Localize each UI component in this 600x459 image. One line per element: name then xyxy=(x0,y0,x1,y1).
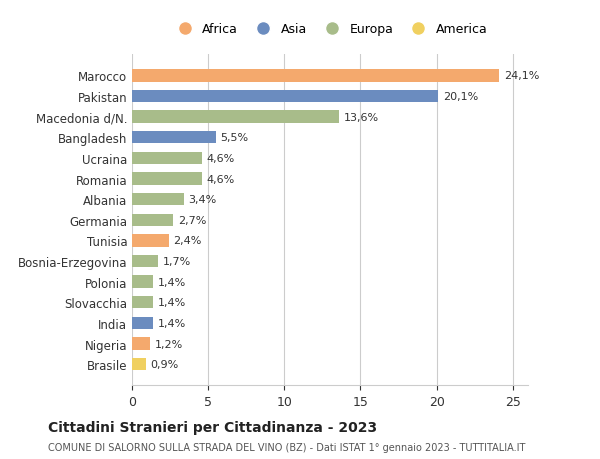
Text: 2,4%: 2,4% xyxy=(173,236,202,246)
Text: 20,1%: 20,1% xyxy=(443,92,478,102)
Bar xyxy=(132,297,154,309)
Text: 0,9%: 0,9% xyxy=(150,359,179,369)
Bar xyxy=(132,91,438,103)
Bar xyxy=(132,111,339,123)
Legend: Africa, Asia, Europa, America: Africa, Asia, Europa, America xyxy=(167,18,493,41)
Text: 1,4%: 1,4% xyxy=(158,297,186,308)
Text: 5,5%: 5,5% xyxy=(220,133,248,143)
Bar xyxy=(132,70,499,83)
Bar xyxy=(132,235,169,247)
Text: 1,7%: 1,7% xyxy=(163,257,191,267)
Bar xyxy=(132,173,202,185)
Text: 1,2%: 1,2% xyxy=(155,339,183,349)
Text: COMUNE DI SALORNO SULLA STRADA DEL VINO (BZ) - Dati ISTAT 1° gennaio 2023 - TUTT: COMUNE DI SALORNO SULLA STRADA DEL VINO … xyxy=(48,442,526,452)
Bar xyxy=(132,276,154,288)
Text: 3,4%: 3,4% xyxy=(188,195,217,205)
Text: Cittadini Stranieri per Cittadinanza - 2023: Cittadini Stranieri per Cittadinanza - 2… xyxy=(48,420,377,434)
Text: 4,6%: 4,6% xyxy=(206,154,235,163)
Bar xyxy=(132,338,150,350)
Bar xyxy=(132,132,216,144)
Text: 1,4%: 1,4% xyxy=(158,277,186,287)
Bar xyxy=(132,358,146,370)
Text: 4,6%: 4,6% xyxy=(206,174,235,184)
Text: 1,4%: 1,4% xyxy=(158,318,186,328)
Bar xyxy=(132,255,158,268)
Bar xyxy=(132,214,173,226)
Bar xyxy=(132,152,202,165)
Bar xyxy=(132,194,184,206)
Bar xyxy=(132,317,154,330)
Text: 24,1%: 24,1% xyxy=(503,71,539,81)
Text: 13,6%: 13,6% xyxy=(344,112,379,123)
Text: 2,7%: 2,7% xyxy=(178,215,206,225)
